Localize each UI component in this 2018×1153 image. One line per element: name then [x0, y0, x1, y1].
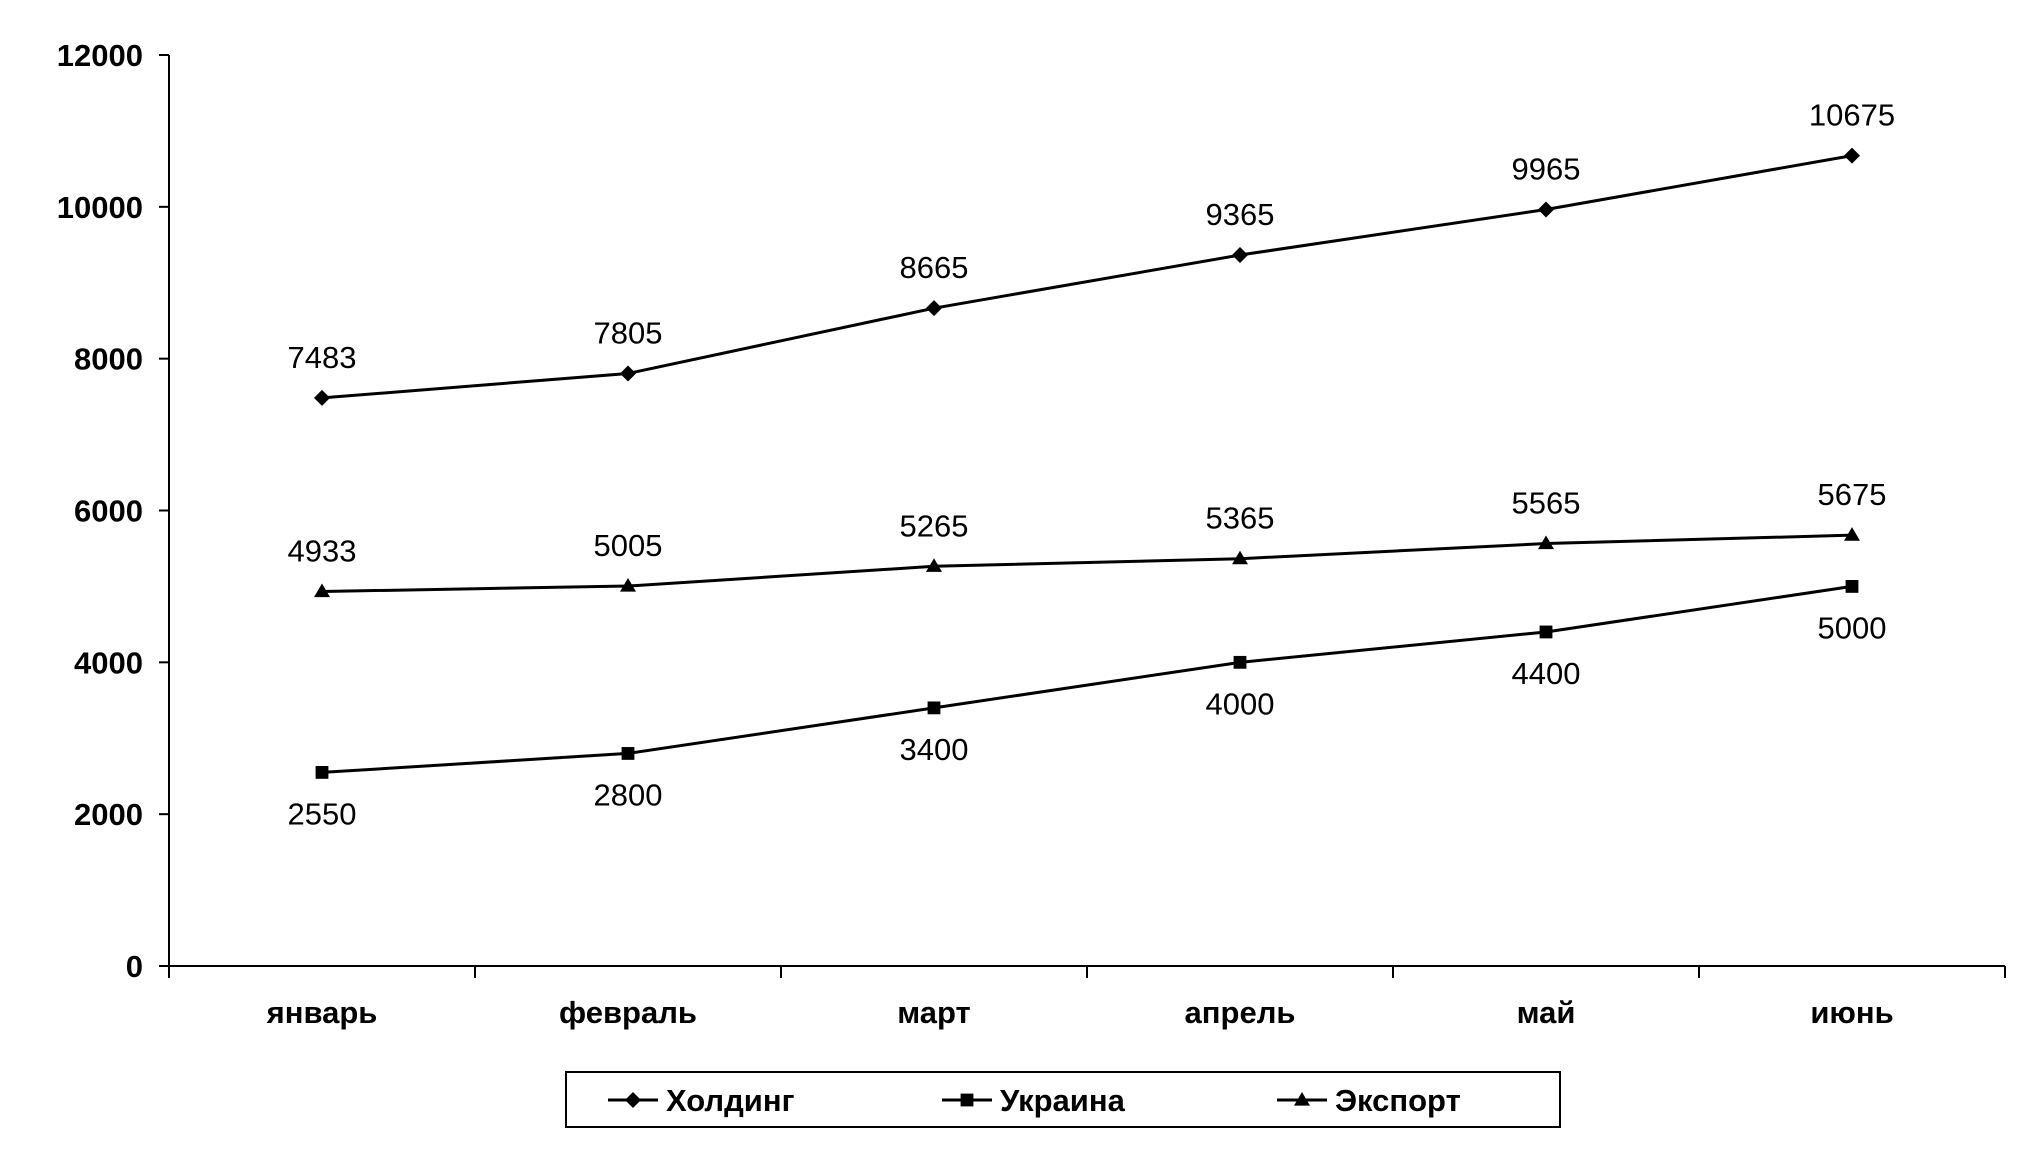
series-line-2: [321, 584, 1853, 774]
data-label-1: 10675: [1809, 98, 1895, 133]
data-point-2: [621, 747, 635, 760]
data-label-2: 4400: [1512, 656, 1581, 691]
data-point-3: [1538, 535, 1554, 550]
legend-label-1: Холдинг: [666, 1083, 795, 1118]
data-label-3: 5005: [594, 528, 663, 563]
data-label-2: 2550: [288, 796, 357, 831]
y-tick-label: 2000: [74, 797, 143, 832]
data-point-1: [314, 389, 330, 406]
data-point-2: [1233, 655, 1247, 669]
data-point-3: [926, 558, 942, 572]
data-point-2: [1539, 625, 1553, 639]
data-point-3: [1844, 527, 1860, 541]
data-point-1: [620, 365, 636, 382]
data-labels: 7483 7805 8665 9365 9965 10675 2550 2800 3400 400…: [288, 98, 1896, 832]
data-label-3: 5265: [900, 508, 969, 543]
data-label-1: 9965: [1512, 151, 1581, 186]
data-label-3: 4933: [288, 534, 357, 569]
legend-box: [565, 1071, 1561, 1128]
y-tick-label: 0: [126, 949, 143, 984]
data-label-3: 5675: [1818, 477, 1887, 512]
data-label-3: 5365: [1206, 501, 1275, 536]
data-point-1: [926, 300, 942, 317]
data-point-2: [927, 701, 941, 715]
legend: Холдинг Украина Экспорт: [565, 1071, 1561, 1128]
legend-label-2: Украина: [1000, 1083, 1126, 1118]
data-point-3: [1232, 550, 1248, 565]
x-category-label: февраль: [559, 995, 697, 1030]
legend-label-3: Экспорт: [1335, 1083, 1461, 1118]
data-point-2: [315, 766, 329, 779]
y-tick-label: 10000: [57, 190, 143, 225]
y-tick-label: 8000: [74, 342, 143, 377]
series-line-3: [321, 533, 1853, 594]
legend-marker-1: [625, 1092, 641, 1108]
series-line-1: [321, 154, 1853, 400]
data-point-2: [1845, 580, 1859, 593]
data-label-2: 2800: [594, 777, 663, 812]
x-category-label: май: [1517, 995, 1576, 1030]
data-label-1: 9365: [1206, 197, 1275, 232]
x-category-label: март: [897, 995, 970, 1030]
data-point-1: [1538, 201, 1554, 218]
x-category-label: апрель: [1185, 995, 1296, 1030]
data-point-3: [314, 583, 330, 598]
y-tick-label: 6000: [74, 494, 143, 529]
x-category-label: январь: [266, 995, 378, 1030]
data-label-2: 3400: [900, 732, 969, 767]
data-point-1: [1232, 247, 1248, 264]
y-tick-label: 12000: [57, 38, 143, 73]
data-label-3: 5565: [1512, 486, 1581, 521]
data-point-3: [620, 578, 636, 592]
data-label-1: 8665: [900, 250, 969, 285]
y-tick-label: 4000: [74, 645, 143, 680]
data-label-1: 7805: [594, 315, 663, 350]
data-point-1: [1844, 147, 1860, 164]
legend-marker-3: [1294, 1092, 1310, 1106]
axes: 0 2000 4000 6000 8000 10000 12000 январь февраль…: [57, 38, 2006, 1030]
data-label-2: 5000: [1818, 610, 1887, 645]
x-category-label: июнь: [1810, 995, 1893, 1030]
series-group: [314, 147, 1860, 779]
data-label-1: 7483: [288, 340, 357, 375]
data-label-2: 4000: [1206, 686, 1275, 721]
legend-marker-2: [960, 1093, 974, 1107]
